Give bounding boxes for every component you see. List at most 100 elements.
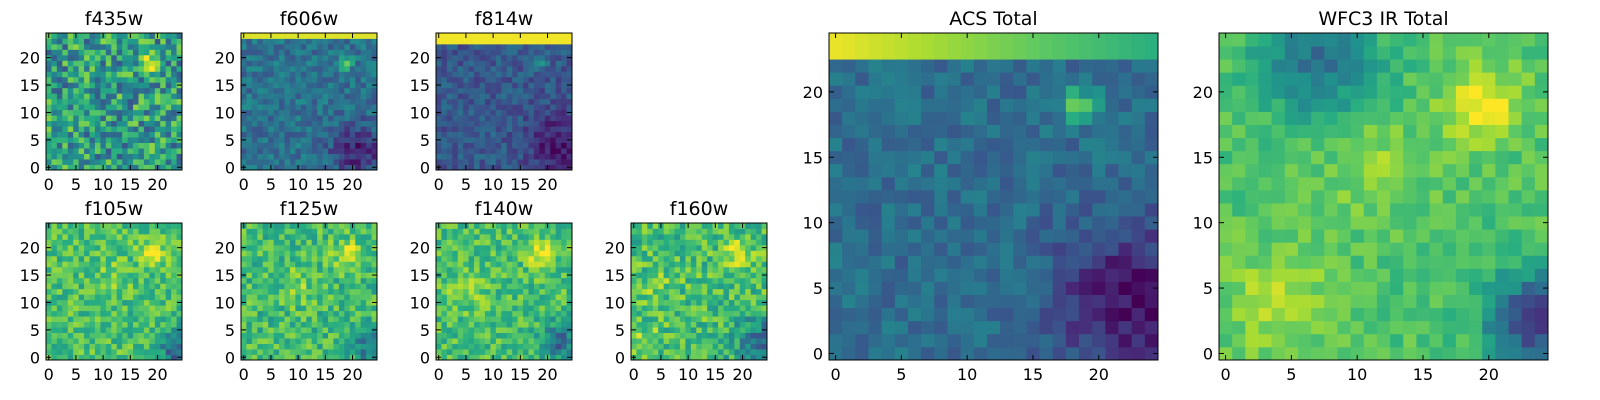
heatmap-cell: [84, 43, 90, 50]
heatmap-cell: [366, 131, 372, 138]
heatmap-cell: [457, 164, 464, 171]
heatmap-cell: [56, 272, 63, 279]
heatmap-cell: [317, 349, 323, 355]
heatmap-cell: [855, 216, 869, 230]
heatmap-cell: [366, 349, 372, 355]
heatmap-cell: [371, 71, 378, 78]
heatmap-cell: [241, 277, 247, 284]
heatmap-cell: [550, 49, 557, 56]
heatmap-cell: [647, 223, 654, 229]
heatmap-cell: [284, 54, 291, 61]
heatmap-cell: [56, 33, 63, 39]
heatmap-cell: [894, 333, 909, 348]
heatmap-cell: [78, 255, 85, 262]
heatmap-cell: [669, 288, 675, 295]
heatmap-cell: [501, 239, 508, 246]
heatmap-cell: [441, 43, 448, 50]
heatmap-cell: [143, 33, 150, 39]
heatmap-cell: [344, 60, 351, 67]
heatmap-cell: [257, 255, 264, 262]
heatmap-cell: [78, 104, 85, 111]
heatmap-cell: [295, 255, 302, 262]
heatmap-cell: [268, 283, 275, 290]
heatmap-cell: [251, 65, 258, 72]
heatmap-cell: [355, 71, 362, 78]
y-tick-label: 15: [605, 266, 625, 285]
heatmap-cell: [154, 343, 161, 350]
heatmap-cell: [479, 98, 486, 105]
heatmap-cell: [154, 104, 161, 111]
heatmap-cell: [322, 71, 329, 78]
heatmap-cell: [338, 126, 345, 133]
heatmap-cell: [127, 76, 134, 83]
heatmap-cell: [127, 137, 134, 143]
heatmap-cell: [51, 310, 58, 317]
heatmap-cell: [251, 98, 258, 105]
heatmap-cell: [251, 244, 258, 251]
heatmap-cell: [960, 268, 975, 282]
heatmap-cell: [311, 120, 318, 127]
heatmap-cell: [718, 327, 724, 333]
heatmap-cell: [701, 244, 708, 251]
heatmap-cell: [268, 349, 275, 355]
heatmap-cell: [295, 244, 302, 251]
heatmap-cell: [56, 109, 63, 116]
heatmap-cell: [960, 216, 975, 230]
heatmap-cell: [495, 49, 502, 56]
heatmap-cell: [550, 98, 557, 105]
heatmap-cell: [171, 65, 177, 72]
heatmap-cell: [495, 164, 502, 171]
heatmap-cell: [512, 228, 518, 235]
heatmap-cell: [328, 349, 334, 355]
heatmap-cell: [284, 142, 291, 149]
heatmap-cell: [62, 244, 69, 251]
heatmap-cell: [566, 131, 573, 138]
heatmap-cell: [512, 104, 518, 111]
heatmap-cell: [78, 164, 85, 171]
heatmap-cell: [317, 228, 323, 235]
heatmap-cell: [295, 321, 302, 328]
heatmap-cell: [474, 332, 480, 339]
heatmap-cell: [745, 244, 752, 251]
heatmap-cell: [73, 82, 80, 89]
heatmap-cell: [484, 277, 491, 284]
heatmap-cell: [171, 354, 177, 361]
heatmap-cell: [246, 115, 253, 122]
heatmap-cell: [452, 164, 459, 171]
heatmap-cell: [739, 338, 746, 344]
chart-title: f140w: [475, 198, 534, 220]
heatmap-cell: [561, 33, 567, 39]
heatmap-cell: [360, 338, 367, 344]
heatmap-cell: [1105, 281, 1119, 295]
heatmap-cell: [165, 65, 172, 72]
heatmap-cell: [295, 294, 302, 301]
heatmap-cell: [62, 327, 69, 333]
heatmap-cell: [360, 316, 367, 323]
heatmap-cell: [84, 104, 90, 111]
heatmap-cell: [739, 299, 746, 306]
heatmap-cell: [1079, 320, 1093, 335]
heatmap-cell: [105, 316, 112, 323]
heatmap-cell: [154, 120, 161, 127]
heatmap-cell: [257, 104, 264, 111]
heatmap-cell: [105, 255, 112, 262]
heatmap-cell: [457, 98, 464, 105]
heatmap-cell: [171, 288, 177, 295]
heatmap-cell: [1052, 320, 1067, 335]
heatmap-cell: [566, 159, 573, 165]
heatmap-cell: [46, 332, 52, 339]
heatmap-cell: [165, 54, 172, 61]
heatmap-cell: [550, 277, 557, 284]
heatmap-cell: [701, 272, 708, 279]
heatmap-cell: [328, 277, 334, 284]
heatmap-cell: [149, 120, 156, 127]
heatmap-cell: [62, 255, 69, 262]
heatmap-cell: [550, 294, 557, 301]
x-tick-label: 5: [266, 365, 276, 384]
heatmap-cell: [333, 277, 340, 284]
heatmap-cell: [479, 255, 486, 262]
heatmap-cell: [907, 346, 922, 361]
heatmap-cell: [94, 255, 101, 262]
heatmap-cell: [1079, 294, 1093, 309]
heatmap-cell: [51, 294, 58, 301]
